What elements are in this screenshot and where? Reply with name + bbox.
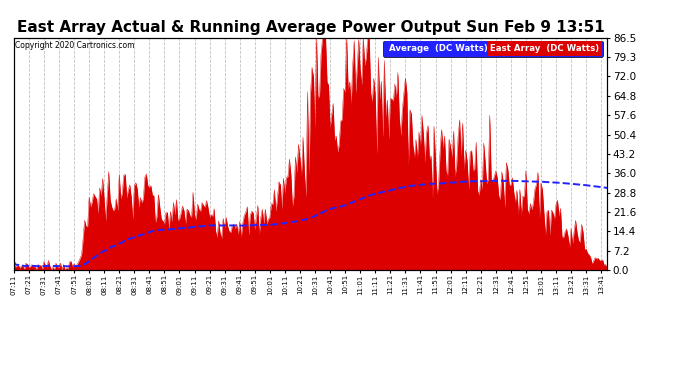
Legend: Average  (DC Watts), East Array  (DC Watts): Average (DC Watts), East Array (DC Watts… xyxy=(383,40,603,57)
Text: Copyright 2020 Cartronics.com: Copyright 2020 Cartronics.com xyxy=(15,41,135,50)
Title: East Array Actual & Running Average Power Output Sun Feb 9 13:51: East Array Actual & Running Average Powe… xyxy=(17,20,604,35)
